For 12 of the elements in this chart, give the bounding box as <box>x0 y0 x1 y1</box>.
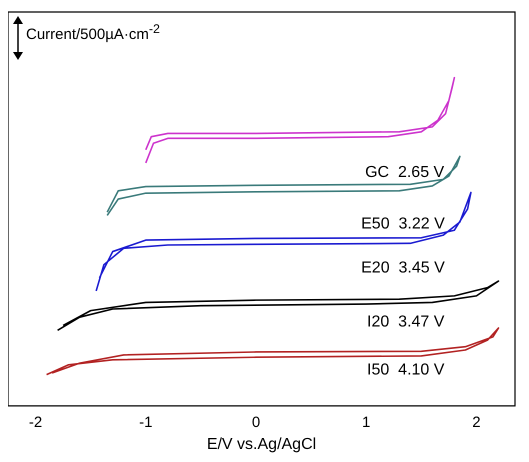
annotation: GC 2.65 V <box>365 164 445 182</box>
x-axis-title: E/V vs.Ag/AgCl <box>206 436 316 453</box>
annotation: I50 4.10 V <box>367 361 445 378</box>
x-tick-label: 1 <box>362 414 370 431</box>
x-tick-label: -2 <box>28 414 42 431</box>
y-axis-title: Current/500µA·cm$^{-2}$ <box>26 22 160 43</box>
x-tick-label: -1 <box>139 414 152 431</box>
x-tick-label: 0 <box>252 414 260 431</box>
annotation: I20 3.47 V <box>367 313 445 330</box>
annotation: E20 3.45 V <box>361 260 446 277</box>
annotation: E50 3.22 V <box>361 215 446 232</box>
x-tick-label: 2 <box>472 414 481 431</box>
